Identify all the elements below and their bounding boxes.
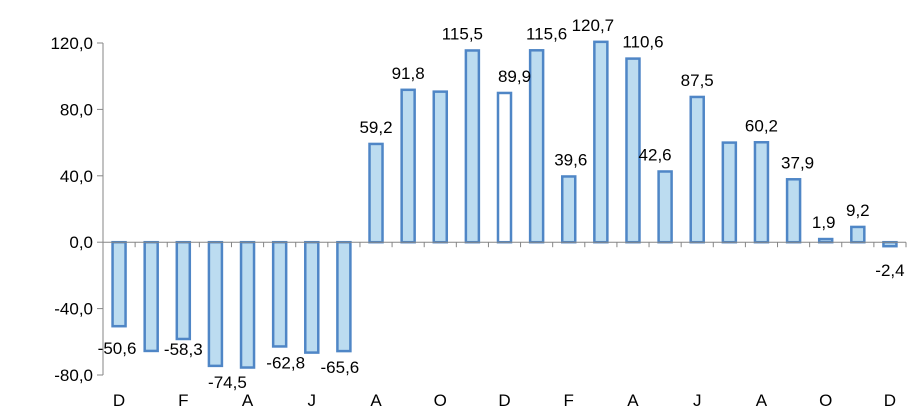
data-label-3: -74,5 — [208, 373, 247, 392]
bar-10 — [432, 90, 449, 244]
bar-12 — [496, 91, 513, 244]
data-label-17: 42,6 — [639, 145, 672, 164]
data-label-22: 1,9 — [812, 213, 836, 232]
data-label-5: -62,8 — [266, 353, 305, 372]
data-label-8: 59,2 — [359, 118, 392, 137]
bar-15 — [593, 40, 609, 244]
bar-21 — [785, 178, 802, 244]
data-label-7: -65,6 — [321, 358, 360, 377]
bars — [111, 40, 898, 369]
bar-24 — [882, 240, 898, 248]
x-tick-label-24: D — [884, 391, 896, 410]
x-tick-label-22: O — [819, 391, 832, 410]
data-label-15: 120,7 — [572, 16, 615, 35]
x-tick-label-16: A — [627, 391, 639, 410]
x-tick-label-20: A — [756, 391, 768, 410]
bar-20 — [753, 141, 770, 244]
bar-7 — [336, 240, 352, 353]
x-tick-label-10: O — [434, 391, 447, 410]
y-tick-label: 80,0 — [60, 100, 93, 119]
y-tick-label: 0,0 — [69, 233, 93, 252]
x-tick-label-2: F — [178, 391, 188, 410]
bar-3 — [207, 240, 224, 368]
y-tick-label: -80,0 — [54, 366, 93, 385]
data-label-13: 115,6 — [526, 24, 567, 43]
bar-18 — [689, 95, 705, 244]
y-tick-label: -40,0 — [54, 300, 93, 319]
bar-8 — [368, 142, 384, 244]
bar-5 — [271, 240, 288, 348]
x-tick-label-6: J — [308, 391, 317, 410]
x-tick-label-4: A — [242, 391, 254, 410]
value-labels: -50,6 -58,3 -74,5 -62,8 -65,6 59,2 91,8 115,5 89… — [98, 16, 905, 392]
data-label-16: 110,6 — [622, 33, 663, 52]
bar-6 — [304, 240, 320, 354]
data-label-21: 37,9 — [781, 153, 814, 172]
bar-17 — [657, 170, 673, 244]
x-tick-label-14: F — [564, 391, 574, 410]
data-label-9: 91,8 — [392, 64, 425, 83]
y-tick-label: 120,0 — [50, 34, 93, 53]
data-label-14: 39,6 — [554, 150, 587, 169]
x-tick-label-0: D — [113, 391, 125, 410]
bar-9 — [400, 88, 416, 244]
y-tick-label: 40,0 — [60, 167, 93, 186]
data-label-2: -58,3 — [164, 340, 203, 359]
bar-2 — [175, 240, 192, 341]
data-label-23: 9,2 — [846, 201, 870, 220]
bar-1 — [143, 240, 159, 353]
bar-4 — [239, 240, 256, 369]
data-label-18: 87,5 — [681, 71, 714, 90]
bar-16 — [625, 57, 641, 244]
x-tick-label-18: J — [693, 391, 702, 410]
bar-19 — [721, 141, 738, 244]
data-label-20: 60,2 — [745, 116, 778, 135]
bar-11 — [464, 49, 481, 244]
bar-23 — [850, 225, 866, 244]
bar-0 — [111, 240, 127, 328]
y-axis: -80,0 -40,0 0,0 40,0 80,0 120,0 — [50, 34, 104, 385]
bar-13 — [528, 49, 545, 244]
data-label-12: 89,9 — [498, 67, 531, 86]
x-axis — [102, 241, 907, 248]
data-label-0: -50,6 — [98, 339, 137, 358]
x-tick-label-12: D — [498, 391, 510, 410]
data-label-11: 115,5 — [442, 24, 483, 43]
bar-14 — [560, 175, 577, 244]
x-tick-label-8: A — [370, 391, 382, 410]
data-label-24: -2,4 — [875, 261, 904, 280]
